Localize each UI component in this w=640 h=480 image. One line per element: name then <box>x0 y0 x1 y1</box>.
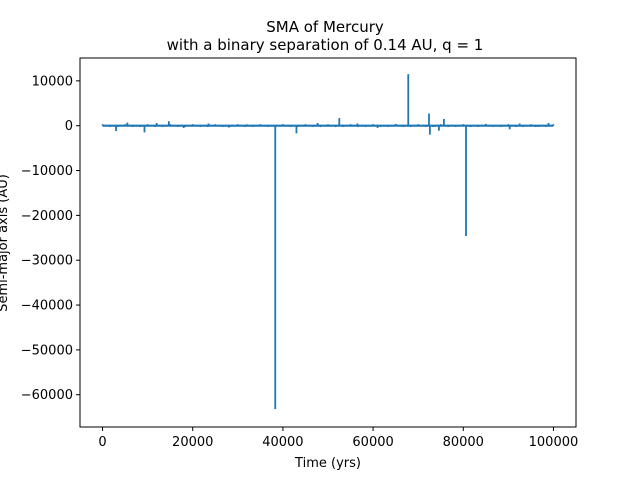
chart-subtitle: with a binary separation of 0.14 AU, q =… <box>167 36 484 54</box>
x-tick-label: 100000 <box>529 435 579 450</box>
y-tick-label: −50000 <box>21 343 73 358</box>
x-tick-label: 20000 <box>172 435 213 450</box>
x-tick-label: 80000 <box>443 435 484 450</box>
chart-title: SMA of Mercury <box>266 18 384 36</box>
y-tick-label: −30000 <box>21 254 73 269</box>
x-tick-label: 0 <box>98 435 106 450</box>
x-axis: 0 20000 40000 60000 80000 100000 <box>98 427 578 450</box>
y-tick-label: −40000 <box>21 299 73 314</box>
y-axis-label: Semi-major axis (AU) <box>0 174 11 312</box>
y-tick-label: −10000 <box>21 164 73 179</box>
x-axis-label: Time (yrs) <box>294 456 361 471</box>
plot-content <box>101 74 555 410</box>
y-tick-label: 0 <box>65 119 73 134</box>
y-tick-label: −20000 <box>21 209 73 224</box>
y-tick-label: 10000 <box>32 74 73 89</box>
x-tick-label: 60000 <box>352 435 393 450</box>
y-axis: 10000 0 −10000 −20000 −30000 −40000 −50000 −600… <box>21 74 80 403</box>
y-tick-label: −60000 <box>21 388 73 403</box>
x-tick-label: 40000 <box>262 435 303 450</box>
plot-frame <box>79 57 577 428</box>
